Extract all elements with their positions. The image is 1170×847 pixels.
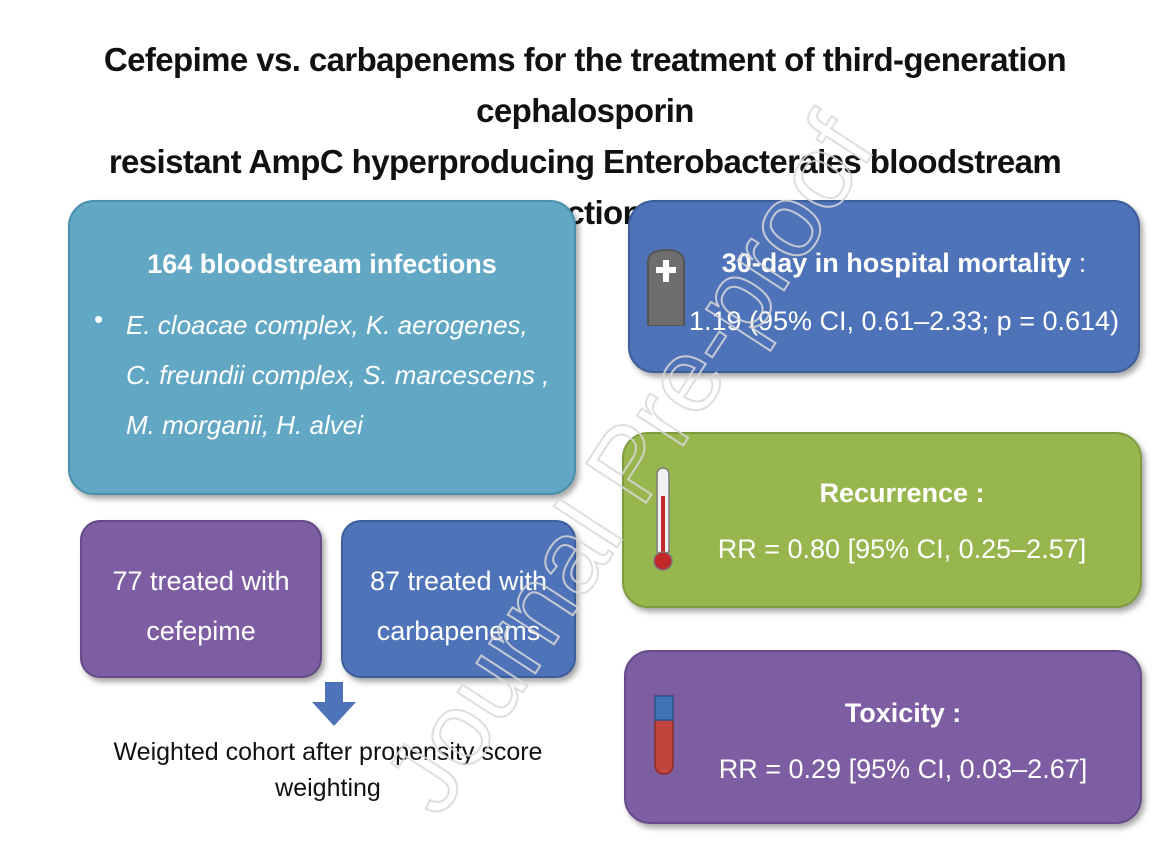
mortality-label: 30-day in hospital mortality : [721, 248, 1087, 278]
bullet-marker: • [94, 304, 104, 334]
cohort-heading: 164 bloodstream infections [147, 249, 497, 279]
arm-line: carbapenems [376, 616, 541, 646]
arm-line: 87 treated with [369, 566, 548, 596]
recurrence-label: Recurrence : [819, 478, 985, 508]
weighted-line: Weighted cohort after propensity score [113, 738, 543, 766]
toxicity-outcome-box: Toxicity : RR = 0.29 [95% CI, 0.03–2.67] [624, 650, 1142, 824]
species-line: C. freundii complex, S. marcescens , [126, 360, 550, 390]
recurrence-value: RR = 0.80 [95% CI, 0.25–2.57] [717, 534, 1087, 564]
weighted-cohort-text: Weighted cohort after propensity score w… [88, 734, 568, 806]
arm-line: 77 treated with [112, 566, 290, 596]
down-arrow-icon [312, 682, 356, 726]
title-line-1: Cefepime vs. carbapenems for the treatme… [103, 41, 1067, 129]
toxicity-label: Toxicity : [844, 698, 962, 728]
carbapenems-arm-text: 87 treated with carbapenems [343, 556, 574, 656]
carbapenems-arm-box: 87 treated with carbapenems [341, 520, 576, 678]
blood-tube-icon [654, 695, 674, 775]
cefepime-arm-box: 77 treated with cefepime [80, 520, 322, 678]
cefepime-arm-text: 77 treated with cefepime [82, 556, 320, 656]
species-line: E. cloacae complex, K. aerogenes, [126, 310, 528, 340]
mortality-outcome-box: 30-day in hospital mortality : 1.19 (95%… [628, 200, 1140, 373]
mortality-value: 1.19 (95% CI, 0.61–2.33; p = 0.614) [688, 306, 1120, 336]
cohort-box: 164 bloodstream infections • E. cloacae … [68, 200, 576, 495]
weighted-line: weighting [275, 774, 381, 802]
species-line: M. morganii, H. alvei [126, 410, 363, 440]
tombstone-icon [647, 248, 685, 326]
arm-line: cefepime [146, 616, 256, 646]
page-title: Cefepime vs. carbapenems for the treatme… [30, 34, 1140, 238]
recurrence-outcome-box: Recurrence : RR = 0.80 [95% CI, 0.25–2.5… [622, 432, 1142, 608]
species-list: E. cloacae complex, K. aerogenes, C. fre… [126, 300, 566, 450]
thermometer-icon [653, 467, 673, 571]
toxicity-value: RR = 0.29 [95% CI, 0.03–2.67] [718, 754, 1088, 784]
